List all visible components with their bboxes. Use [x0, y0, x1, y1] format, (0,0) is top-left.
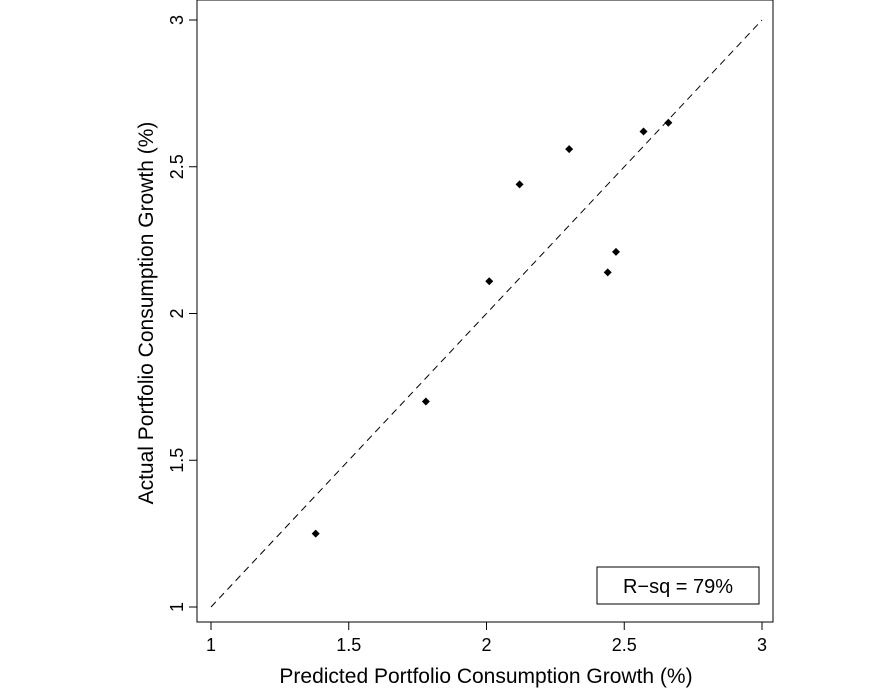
data-point — [611, 247, 620, 256]
data-point — [603, 268, 612, 277]
reference-line-layer — [210, 19, 763, 608]
x-tick-label: 1.5 — [336, 635, 361, 655]
y-axis-ticks: 1 1.5 2 2.5 3 — [167, 15, 197, 612]
reference-line — [210, 19, 763, 608]
y-tick-label: 2 — [167, 308, 187, 318]
x-tick-label: 2.5 — [612, 635, 637, 655]
y-tick-label: 2.5 — [167, 154, 187, 179]
x-tick-label: 1 — [206, 635, 216, 655]
y-tick-label: 1 — [167, 602, 187, 612]
y-tick-label: 1.5 — [167, 448, 187, 473]
y-tick-label: 3 — [167, 15, 187, 25]
plot-frame — [196, 0, 774, 623]
x-tick-label: 3 — [757, 635, 767, 655]
data-point — [664, 118, 673, 127]
y-axis-label: Actual Portfolio Consumption Growth (%) — [135, 122, 158, 505]
data-point — [515, 180, 524, 189]
data-point — [485, 277, 494, 286]
data-point — [639, 127, 648, 136]
x-tick-label: 2 — [481, 635, 491, 655]
rsq-label: R−sq = 79% — [623, 576, 733, 598]
data-points — [311, 118, 673, 538]
data-point — [565, 145, 574, 154]
data-point — [421, 397, 430, 406]
rsq-box — [596, 566, 760, 605]
data-point — [311, 529, 320, 538]
x-axis-label: Predicted Portfolio Consumption Growth (… — [279, 665, 692, 688]
x-axis-ticks: 1 1.5 2 2.5 3 — [206, 622, 767, 655]
